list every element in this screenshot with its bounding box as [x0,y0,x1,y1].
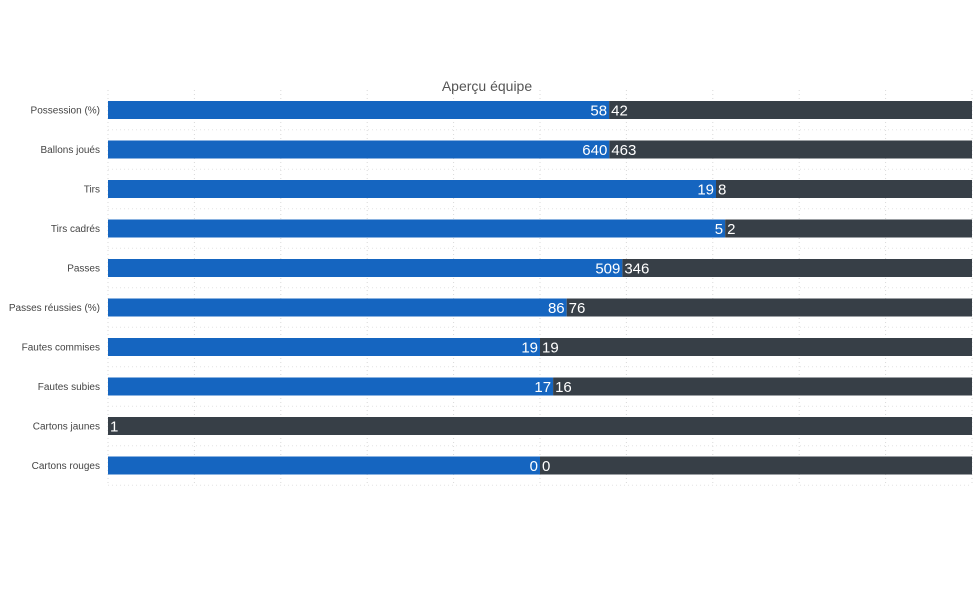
category-label: Tirs [84,185,100,196]
data-label-home: 5 [715,221,723,238]
bar-home [108,180,716,198]
data-label-home: 509 [595,261,620,278]
data-label-home: 17 [534,379,551,396]
bar-away [622,259,972,277]
category-label: Fautes commises [22,343,100,354]
bar-home [108,338,540,356]
category-label: Cartons rouges [32,461,100,472]
data-label-away: 1 [110,419,118,436]
data-label-away: 346 [624,261,649,278]
category-label: Ballons joués [41,145,100,156]
bar-home [108,456,540,475]
category-label: Passes [67,264,100,275]
category-label: Passes réussies (%) [9,303,100,314]
data-label-home: 640 [582,142,607,159]
bar-away [108,417,972,435]
data-label-home: 86 [548,300,565,317]
category-label: Possession (%) [31,106,100,117]
data-label-home: 0 [530,458,538,475]
data-label-away: 16 [555,379,572,396]
data-label-away: 19 [542,340,559,357]
category-label: Fautes subies [38,382,100,393]
bars [108,101,972,475]
bar-away [566,298,972,317]
data-label-away: 463 [611,142,636,159]
data-label-away: 2 [727,221,735,238]
bar-home [108,259,623,277]
bar-home [108,298,567,317]
bar-home [108,219,726,238]
bar-home [108,377,554,396]
bar-away [609,101,972,119]
category-labels: Possession (%) Ballons joués Tirs Tirs cadr… [9,106,100,473]
data-label-away: 0 [542,458,550,475]
data-label-away: 8 [718,182,726,199]
bar-away [716,180,972,198]
data-label-home: 58 [590,103,607,120]
chart-title: Aperçu équipe [442,78,533,94]
gridlines [107,90,973,486]
category-label: Cartons jaunes [33,422,100,433]
category-label: Tirs cadrés [51,224,100,235]
data-label-away: 42 [611,103,628,120]
bar-home [108,101,610,119]
bar-home [108,140,610,159]
bar-away [540,338,972,356]
bar-away [725,219,972,238]
bar-away [540,456,972,475]
data-label-away: 76 [569,300,586,317]
bar-away [609,140,972,159]
bar-away [553,377,972,396]
data-label-home: 19 [697,182,714,199]
data-label-home: 19 [521,340,538,357]
